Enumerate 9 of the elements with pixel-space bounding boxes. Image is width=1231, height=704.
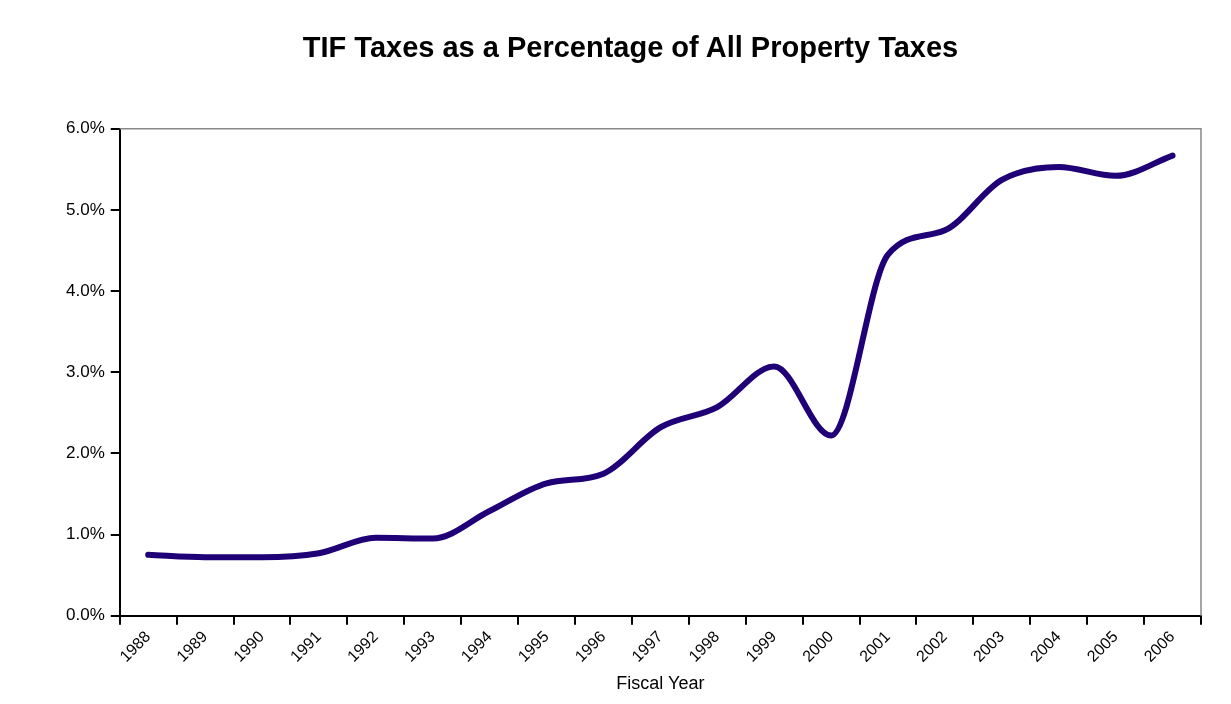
- y-tick-label: 6.0%: [66, 118, 105, 138]
- y-tick-label: 2.0%: [66, 443, 105, 463]
- y-tick-label: 0.0%: [66, 605, 105, 625]
- y-tick-label: 1.0%: [66, 524, 105, 544]
- y-tick-label: 3.0%: [66, 361, 105, 381]
- x-axis-title: Fiscal Year: [616, 673, 705, 694]
- chart-title: TIF Taxes as a Percentage of All Property Taxes: [302, 31, 959, 64]
- y-tick-label: 5.0%: [66, 199, 105, 219]
- y-tick-label: 4.0%: [66, 280, 105, 300]
